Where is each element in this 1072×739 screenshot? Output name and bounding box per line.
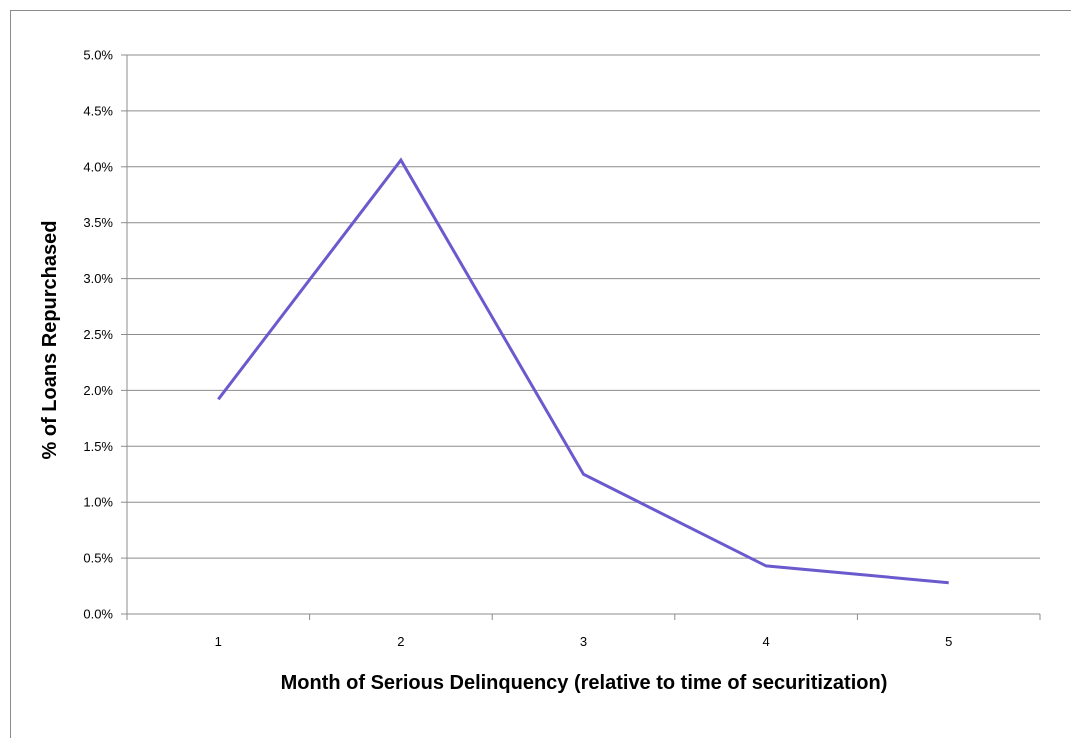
chart-frame [10,10,1071,738]
y-tick-label: 4.0% [83,159,113,174]
y-tick-label: 0.0% [83,607,113,622]
x-tick-label: 2 [397,634,404,649]
series-line [217,157,949,585]
y-tick-label: 1.5% [83,439,113,454]
y-tick-label: 4.5% [83,103,113,118]
y-tick-label: 5.0% [83,48,113,63]
series-group [217,157,949,585]
y-tick-label: 2.0% [83,383,113,398]
x-axis-title: Month of Serious Delinquency (relative t… [281,672,888,694]
x-tick-label: 5 [945,634,952,649]
gridlines [127,54,1040,559]
x-axis-ticks: 1 2 3 4 5 [126,614,1041,649]
y-tick-label: 0.5% [83,551,113,566]
y-tick-label: 1.0% [83,495,113,510]
x-tick-label: 3 [580,634,587,649]
x-tick-label: 1 [215,634,222,649]
y-axis-tick-labels: 0.0% 0.5% 1.0% 1.5% 2.0% 2.5% 3.0% 3.5% 4.0% 4.5%… [83,48,127,622]
y-axis-title: % of Loans Repurchased [39,221,61,460]
y-tick-label: 3.0% [83,271,113,286]
y-tick-label: 2.5% [83,327,113,342]
x-tick-label: 4 [762,634,769,649]
y-tick-label: 3.5% [83,215,113,230]
